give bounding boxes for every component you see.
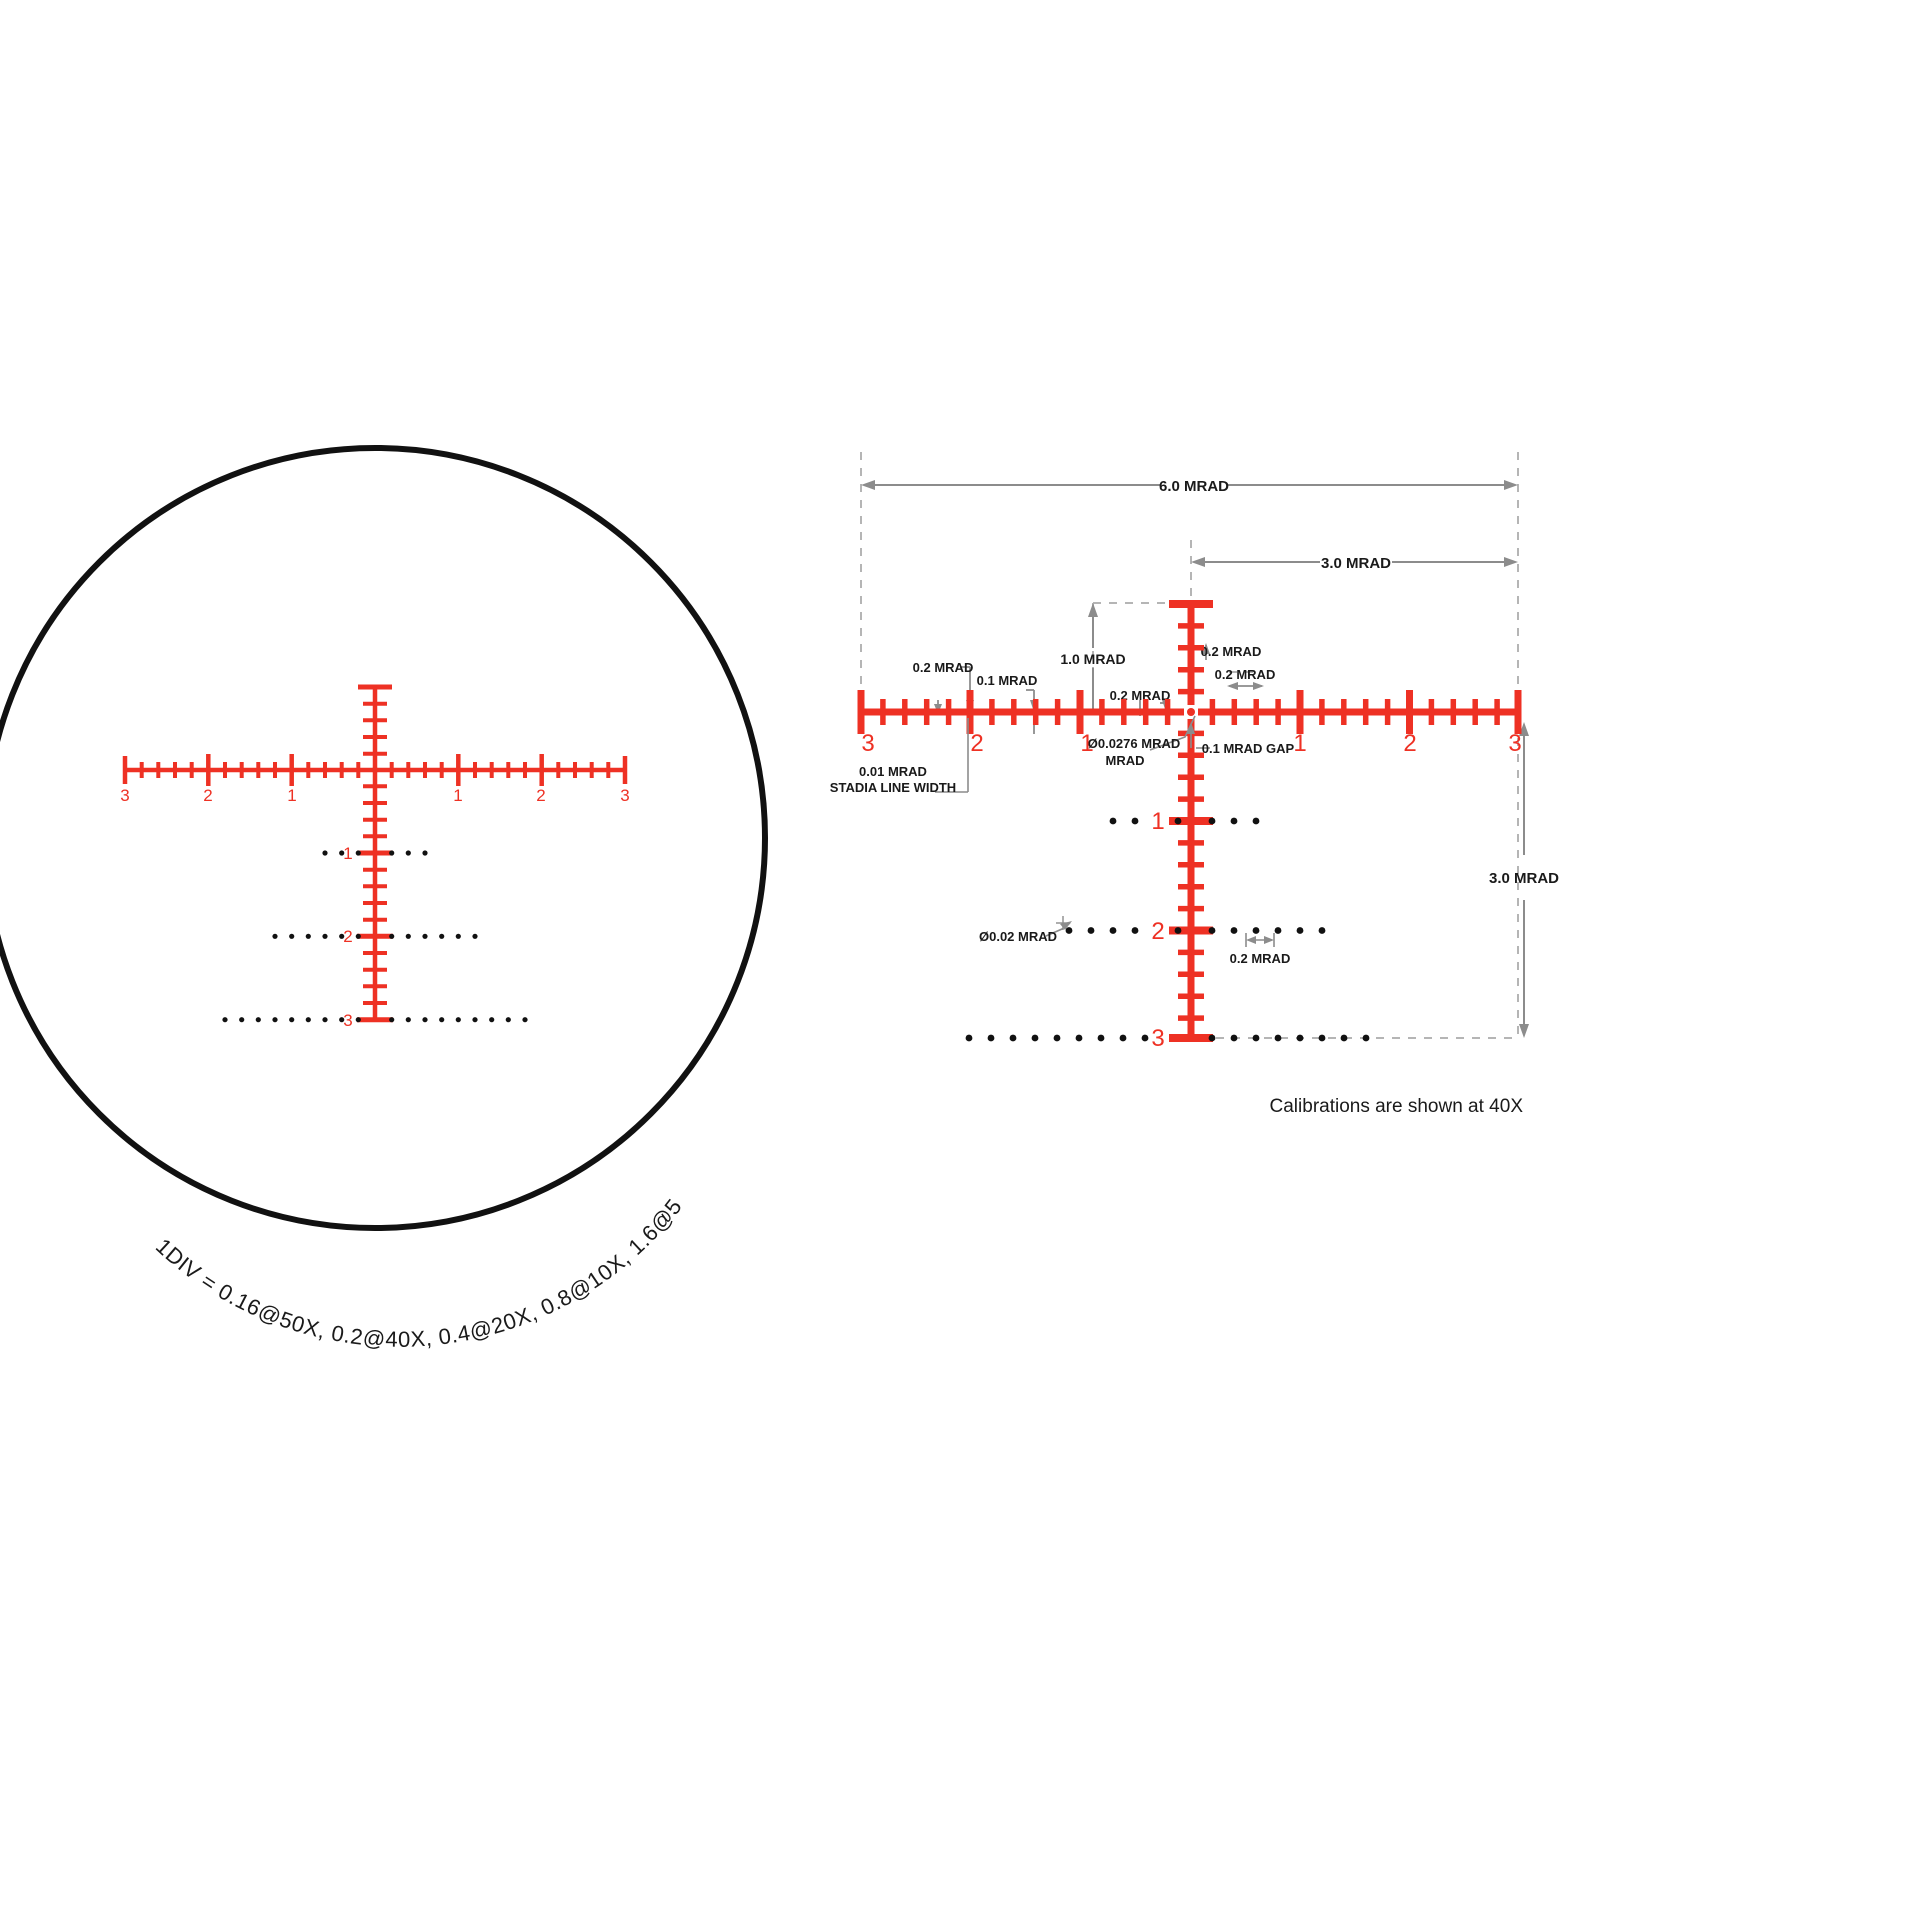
dimension-total-width <box>861 480 1518 490</box>
dimension-spacing-d-label: 0.2 MRAD <box>1201 644 1262 659</box>
scope-vertical-numerals: 1 2 3 <box>343 844 352 1030</box>
dimension-major-tick-height-label: 1.0 MRAD <box>1060 651 1125 667</box>
dimension-stadia-line-width-label: STADIA LINE WIDTH <box>830 780 956 795</box>
dimension-major-tick-height <box>1088 603 1098 710</box>
scope-horizontal-numerals: 3 2 1 1 2 3 <box>120 786 629 805</box>
dimension-holdover-dot-diameter-label: Ø0.02 MRAD <box>979 929 1057 944</box>
leader-holdover-dot-diameter <box>1045 916 1072 937</box>
detail-h-label-left-2: 2 <box>970 730 983 757</box>
dimension-vertical-height-label: 3.0 MRAD <box>1489 870 1559 887</box>
scope-v-label-3: 3 <box>343 1011 352 1030</box>
dimension-half-width <box>1191 557 1518 567</box>
scope-h-label-left-1: 1 <box>287 786 296 805</box>
dimension-stadia-line-width-value: 0.01 MRAD <box>859 764 927 779</box>
detail-v-label-3: 3 <box>1151 1025 1164 1052</box>
dimension-center-dot-diameter-label: Ø0.0276 MRAD <box>1088 736 1180 751</box>
dimension-center-gap-label: 0.1 MRAD GAP <box>1202 741 1295 756</box>
dimension-dot-spacing <box>1245 933 1275 947</box>
dimension-spacing-b-label: 0.1 MRAD <box>977 673 1038 688</box>
detail-horizontal-numerals: 3 2 1 1 2 3 <box>861 730 1521 757</box>
dimension-total-width-label: 6.0 MRAD <box>1159 478 1229 495</box>
detail-holdover-dots <box>965 817 1370 1042</box>
scope-h-label-left-2: 2 <box>203 786 212 805</box>
scope-holdover-dots <box>222 850 528 1023</box>
scope-h-label-right-2: 2 <box>536 786 545 805</box>
scope-vertical-stadia <box>357 684 393 1023</box>
scope-v-label-2: 2 <box>343 927 352 946</box>
scope-h-label-right-1: 1 <box>453 786 462 805</box>
scope-tube-outline <box>0 445 768 1231</box>
leader-center-gap <box>1187 722 1210 749</box>
detail-vertical-stadia <box>1169 600 1213 1042</box>
leader-center-dot-diameter <box>1149 715 1196 751</box>
scope-h-label-left-3: 3 <box>120 786 129 805</box>
detail-center-aiming-dot <box>1187 708 1195 716</box>
detail-h-label-right-2: 2 <box>1403 730 1416 757</box>
detail-footer-note: Calibrations are shown at 40X <box>1270 1096 1524 1117</box>
dimension-spacing-a-label: 0.2 MRAD <box>913 660 974 675</box>
dimension-spacing-c-label: 0.2 MRAD <box>1110 688 1171 703</box>
detail-h-label-left-1: 1 <box>1080 730 1093 757</box>
dimension-dot-spacing-label: 0.2 MRAD <box>1230 951 1291 966</box>
dimension-vertical-height <box>1519 722 1529 1038</box>
detail-vertical-numerals: 1 2 3 <box>1151 808 1164 1052</box>
scope-horizontal-stadia <box>122 754 628 786</box>
detail-h-label-left-3: 3 <box>861 730 874 757</box>
leader-stadia-line-width <box>935 718 969 793</box>
detail-v-label-1: 1 <box>1151 808 1164 835</box>
dimension-spacing-e-label: 0.2 MRAD <box>1215 667 1276 682</box>
detail-h-label-right-1: 1 <box>1293 730 1306 757</box>
scope-v-label-1: 1 <box>343 844 352 863</box>
dimension-center-dot-unit: MRAD <box>1106 753 1145 768</box>
dimension-half-width-label: 3.0 MRAD <box>1321 555 1391 572</box>
leader-spacing-d <box>1202 643 1210 660</box>
detail-h-label-right-3: 3 <box>1508 730 1521 757</box>
detail-v-label-2: 2 <box>1151 918 1164 945</box>
scope-h-label-right-3: 3 <box>620 786 629 805</box>
detail-horizontal-stadia <box>857 690 1522 734</box>
leader-spacing-e <box>1227 682 1264 690</box>
center-aiming-dot <box>371 766 379 774</box>
